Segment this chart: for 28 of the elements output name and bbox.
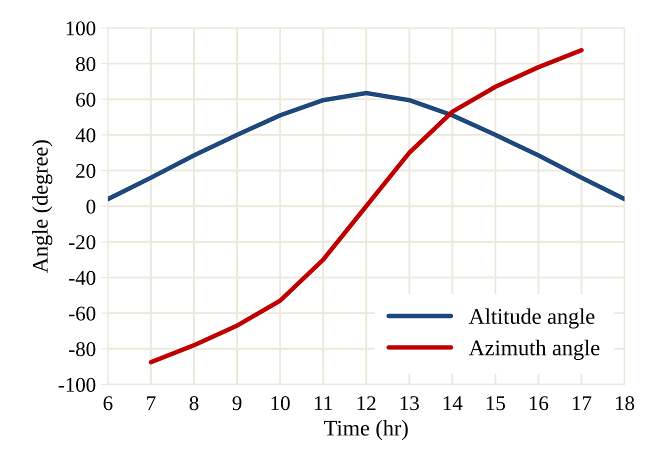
x-tick-label: 10 bbox=[272, 396, 290, 410]
y-tick-label: -100 bbox=[58, 378, 96, 392]
y-tick-label: -40 bbox=[69, 270, 96, 285]
y-tick-label: -20 bbox=[69, 235, 96, 250]
x-tick-label: 16 bbox=[530, 396, 548, 410]
x-tick-label: 8 bbox=[190, 396, 198, 410]
x-tick-label: 6 bbox=[104, 396, 112, 410]
y-tick-label: 20 bbox=[76, 164, 96, 178]
x-axis-title: Time (hr) bbox=[324, 420, 408, 440]
y-tick-label: 0 bbox=[86, 200, 96, 214]
y-tick-label: 60 bbox=[76, 92, 96, 107]
y-tick-label: 80 bbox=[76, 56, 96, 72]
y-tick-label: 40 bbox=[76, 128, 96, 142]
y-tick-label: 100 bbox=[66, 21, 96, 36]
y-axis-title: Angle (degree) bbox=[32, 140, 52, 273]
x-tick-label: 15 bbox=[486, 396, 506, 410]
x-tick-label: 11 bbox=[314, 396, 332, 410]
legend-label: Altitude angle bbox=[468, 308, 594, 329]
x-tick-label: 12 bbox=[358, 396, 376, 410]
x-tick-label: 18 bbox=[616, 396, 634, 410]
x-tick-label: 14 bbox=[444, 396, 462, 410]
y-tick-label: -80 bbox=[69, 342, 96, 356]
legend-label: Azimuth angle bbox=[468, 340, 600, 360]
x-tick-label: 7 bbox=[147, 396, 156, 410]
x-tick-label: 9 bbox=[232, 396, 242, 410]
x-tick-label: 17 bbox=[572, 396, 592, 410]
y-tick-label: -60 bbox=[69, 306, 96, 321]
x-tick-label: 13 bbox=[400, 396, 419, 410]
